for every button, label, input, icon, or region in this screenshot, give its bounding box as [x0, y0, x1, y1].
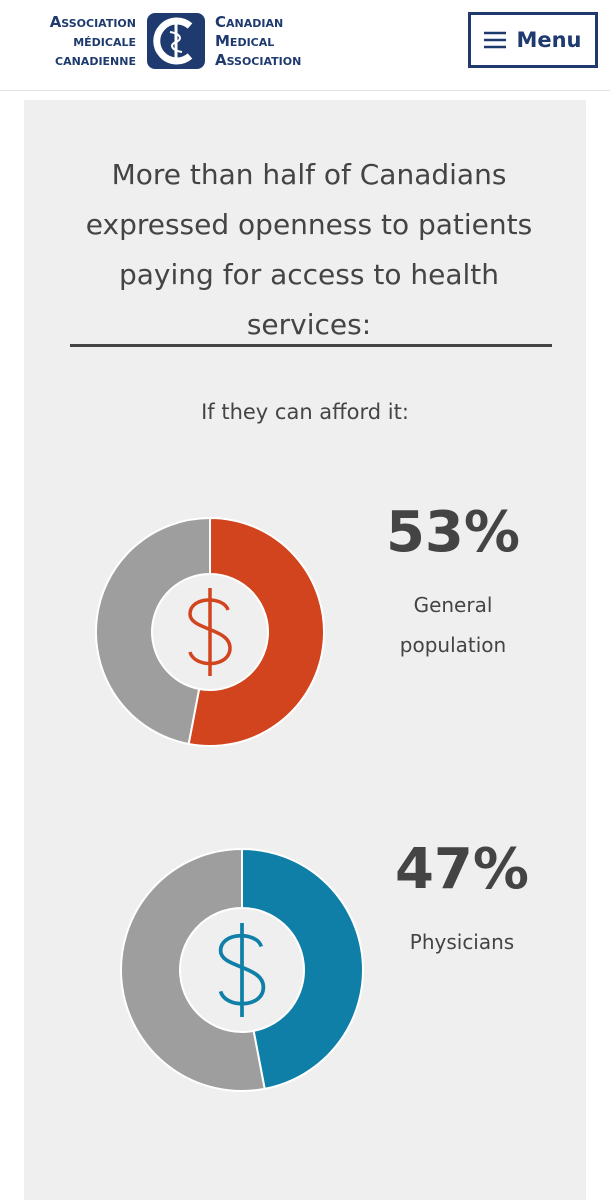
percentage: 53% [385, 500, 521, 565]
logo-text: médicale [73, 32, 136, 50]
logo-icon[interactable] [146, 12, 206, 70]
logo-text: canadienne [55, 51, 136, 69]
infographic-subtitle: If they can afford it: [201, 400, 409, 424]
menu-icon [484, 31, 507, 49]
logo-text: Canadian [215, 13, 284, 31]
dollar-icon [188, 588, 232, 676]
donut-segment [95, 516, 211, 746]
donut-chart [120, 847, 364, 1092]
percentage: 47% [394, 837, 530, 902]
donut-segment [241, 847, 364, 1091]
group-label: General population [399, 593, 507, 657]
dollar-s [188, 598, 232, 666]
menu-label: Menu [516, 28, 582, 52]
infographic: More than half of Canadians expressed op… [24, 100, 586, 1200]
logo-text: Association [49, 13, 136, 31]
donut-chart [95, 516, 325, 747]
header: Association médicale canadienne Canadian… [0, 0, 610, 91]
dollar-icon [218, 922, 266, 1018]
logo-text: Medical [215, 32, 275, 50]
infographic-title: More than half of Canadians expressed op… [85, 158, 533, 341]
divider [70, 344, 552, 347]
group-label: Physicians [409, 930, 515, 954]
logo-text: Association [215, 51, 302, 69]
menu-button[interactable]: Menu [468, 12, 598, 68]
logo-french[interactable]: Association médicale canadienne [50, 13, 136, 70]
logo-english[interactable]: Canadian Medical Association [215, 13, 301, 70]
donut-segment [120, 847, 266, 1092]
dollar-s [218, 933, 266, 1006]
donut-segment [187, 516, 325, 747]
